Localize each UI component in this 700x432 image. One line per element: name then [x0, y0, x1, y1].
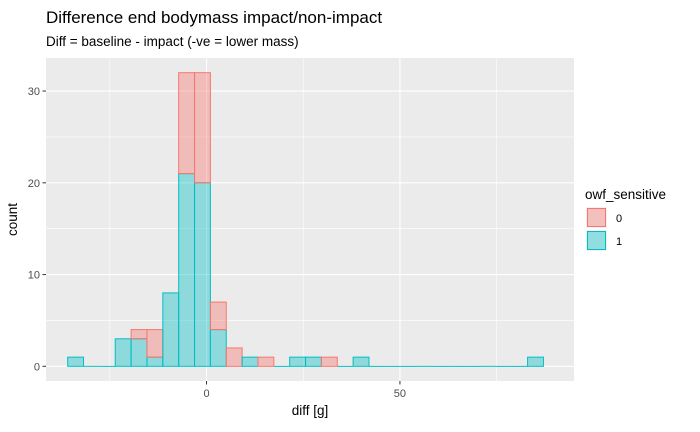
x-axis-title: diff [g]	[292, 403, 329, 418]
bar-owf-1	[162, 292, 180, 367]
y-tick-label: 20	[28, 178, 40, 190]
bar-owf-1	[305, 356, 322, 367]
axis-ticks: 0 10 20 30 0 50	[28, 86, 406, 400]
legend-swatch	[587, 208, 606, 227]
bar-owf-1	[194, 182, 211, 367]
plot-panel	[46, 58, 574, 381]
bar-owf-0	[194, 72, 211, 184]
bar-owf-0	[257, 356, 275, 367]
y-tick-label: 10	[28, 270, 40, 282]
chart-title: Difference end bodymass impact/non-impac…	[46, 8, 382, 27]
bar-owf-1	[241, 356, 259, 367]
y-tick-label: 0	[34, 361, 40, 373]
bar-owf-1	[352, 356, 370, 367]
y-axis-title: count	[5, 203, 20, 236]
bar-owf-0	[225, 347, 243, 367]
y-tick-label: 30	[28, 86, 40, 98]
legend-key-bg	[586, 230, 607, 251]
legend-label: 0	[616, 213, 622, 225]
x-tick-label: 50	[394, 388, 406, 400]
legend: owf_sensitive 01	[585, 187, 666, 251]
bar-owf-0	[130, 329, 148, 340]
bar-owf-0	[178, 72, 196, 175]
legend-label: 1	[616, 236, 622, 248]
legend-swatch	[587, 231, 606, 250]
bar-owf-0	[320, 356, 338, 367]
chart-subtitle: Diff = baseline - impact (-ve = lower ma…	[46, 34, 299, 49]
legend-title: owf_sensitive	[585, 187, 666, 202]
bar-owf-1	[114, 338, 132, 367]
bar-owf-1	[130, 338, 148, 367]
bar-owf-1	[527, 356, 544, 367]
bar-owf-0	[209, 301, 227, 331]
bar-owf-1	[67, 356, 85, 367]
bar-owf-1	[178, 173, 196, 367]
x-tick-label: 0	[203, 388, 209, 400]
bar-owf-0	[146, 329, 164, 358]
legend-key-bg	[586, 207, 607, 228]
bar-owf-1	[289, 356, 307, 367]
bars	[67, 72, 544, 367]
bar-owf-1	[209, 329, 227, 367]
bar-owf-1	[146, 356, 164, 367]
legend-items: 01	[586, 207, 622, 251]
